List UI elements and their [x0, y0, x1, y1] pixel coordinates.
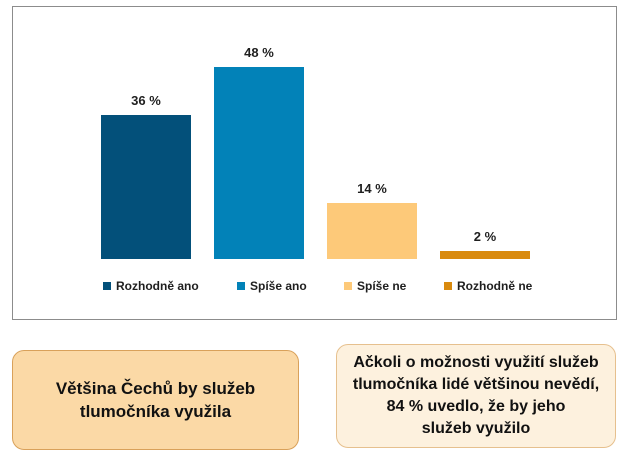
callout-84-percent: Ačkoli o možnosti využití služeb tlumočn…	[336, 344, 616, 448]
callout-line: tlumočníka lidé většinou nevědí,	[352, 376, 600, 393]
bar-spise-ano	[214, 67, 304, 259]
legend-swatch-spise-ano	[237, 282, 245, 290]
legend-item-spise-ne: Spíše ne	[344, 279, 406, 293]
callout-line: Ačkoli o možnosti využití služeb	[353, 354, 599, 371]
chart-legend: Rozhodně ano Spíše ano Spíše ne Rozhodně…	[13, 279, 616, 299]
legend-swatch-rozhodne-ne	[444, 282, 452, 290]
callout-line: Většina Čechů by služeb	[55, 379, 256, 398]
legend-label: Rozhodně ano	[116, 279, 199, 293]
data-label-spise-ano: 48 %	[244, 45, 274, 60]
callout-line: tlumočníka využila	[79, 402, 232, 421]
callout-line: služeb využilo	[421, 420, 531, 437]
chart-frame: 36 % 48 % 14 % 2 % Rozhodně ano Spíše ano S…	[12, 6, 617, 320]
legend-label: Rozhodně ne	[457, 279, 533, 293]
data-label-spise-ne: 14 %	[357, 181, 387, 196]
legend-label: Spíše ano	[250, 279, 307, 293]
bar-chart: 36 % 48 % 14 % 2 %	[101, 45, 530, 259]
legend-item-spise-ano: Spíše ano	[237, 279, 307, 293]
bar-spise-ne	[327, 203, 417, 259]
legend-item-rozhodne-ano: Rozhodně ano	[103, 279, 199, 293]
bar-rozhodne-ano	[101, 115, 191, 259]
callout-text: Ačkoli o možnosti využití služeb tlumočn…	[353, 352, 599, 440]
data-label-rozhodne-ano: 36 %	[131, 93, 161, 108]
callout-text: Většina Čechů by služeb tlumočníka využi…	[56, 377, 255, 423]
legend-swatch-spise-ne	[344, 282, 352, 290]
legend-swatch-rozhodne-ano	[103, 282, 111, 290]
data-label-rozhodne-ne: 2 %	[474, 229, 497, 244]
legend-item-rozhodne-ne: Rozhodně ne	[444, 279, 532, 293]
callout-line: 84 % uvedlo, že by jeho	[386, 398, 566, 415]
legend-label: Spíše ne	[357, 279, 407, 293]
bar-rozhodne-ne	[440, 251, 530, 259]
callout-majority-would-use: Většina Čechů by služeb tlumočníka využi…	[12, 350, 299, 450]
